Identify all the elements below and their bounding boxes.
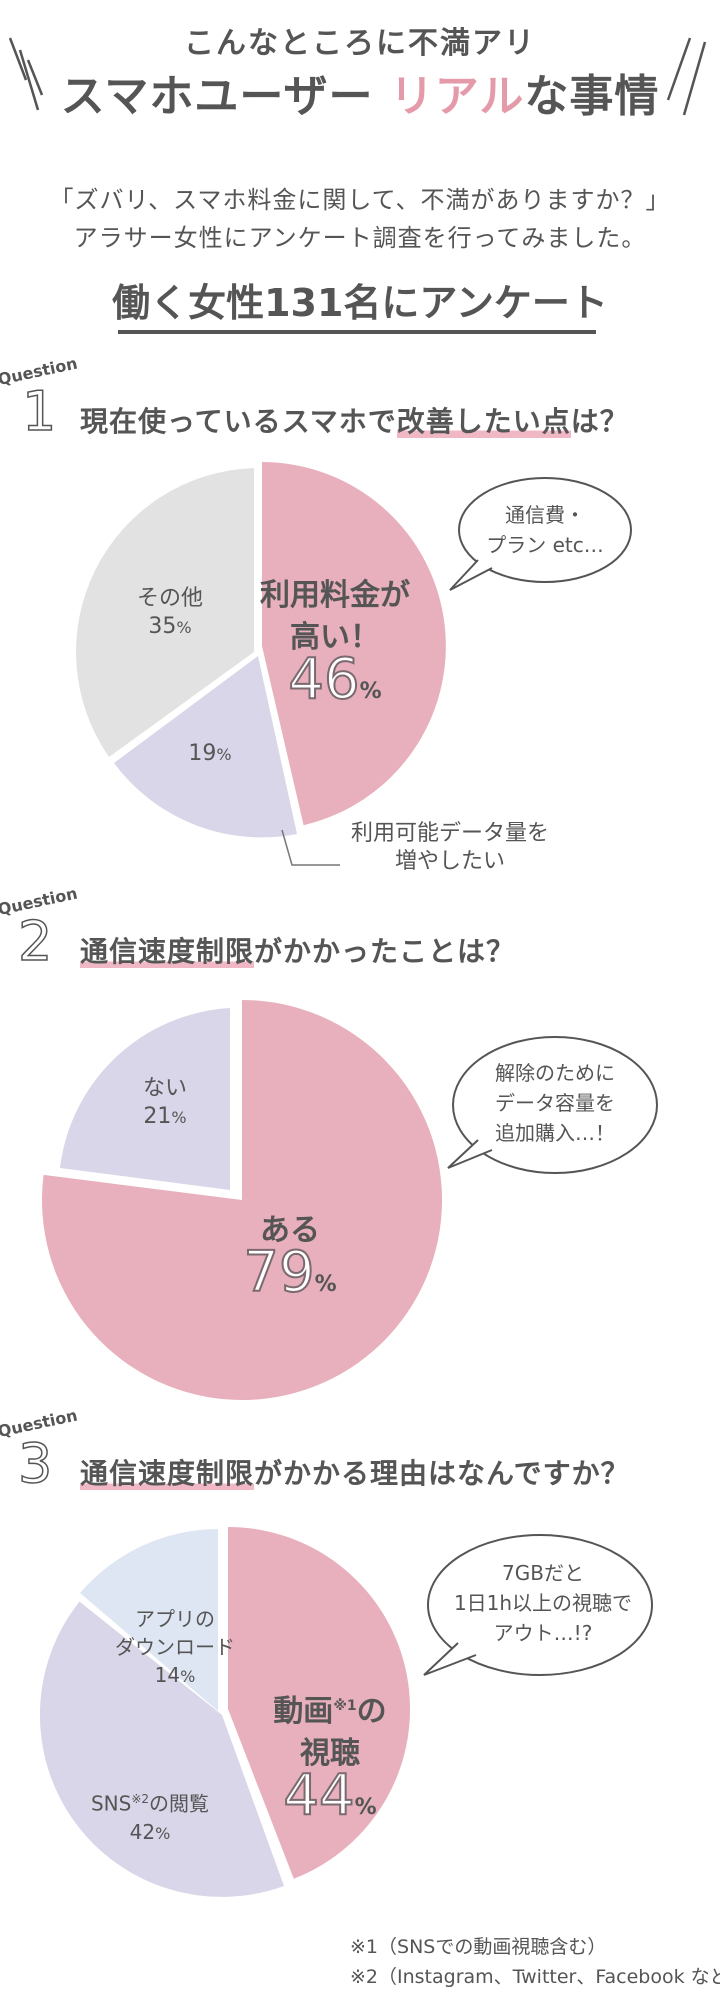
q3-app-value: 14 — [154, 1663, 181, 1687]
q3-sns-name: SNS — [90, 1791, 132, 1816]
header-title-part2: な事情 — [524, 71, 660, 122]
question-1-text: 現在使っているスマホで改善したい点は？ — [80, 400, 629, 440]
q1-bubble — [458, 477, 632, 583]
q1-main-line1: 利用料金が — [260, 578, 410, 613]
q2-no-pct: % — [171, 1108, 187, 1127]
survey-title-underline — [118, 330, 596, 334]
q1-bubble-line1: 通信費・ — [505, 503, 585, 527]
q2-chart — [42, 1000, 658, 1400]
header-subtitle: こんなところに不満アリ — [184, 26, 536, 61]
q3-video-sup: ※1 — [333, 1698, 357, 1714]
q1-data-label: 19% — [170, 740, 250, 769]
q1-slice-data — [114, 656, 297, 838]
footnote-2: ※2（Instagram、Twitter、Facebook など） — [350, 1966, 720, 1988]
q2-bubble-line1: 解除のために — [495, 1061, 615, 1085]
q3-text-after: がかかる理由はなんですか？ — [254, 1457, 630, 1490]
q3-video-line2: 視聴 — [300, 1736, 360, 1771]
q2-text-highlight: 通信速度制限 — [80, 935, 255, 968]
q1-text-after: は？ — [570, 405, 629, 438]
footnote-1: ※1（SNSでの動画視聴含む） — [350, 1936, 607, 1958]
q2-yes-label: ある 79% — [220, 1210, 360, 1306]
q1-text-before: 現在使っているスマホで — [80, 405, 397, 438]
q2-no-value: 21 — [143, 1104, 172, 1129]
q3-sns-name2: の閲覧 — [149, 1791, 210, 1816]
q1-bubble-line2: プラン etc… — [486, 533, 604, 557]
q3-bubble-line1: 7GBだと — [502, 1561, 584, 1585]
q3-slice-app — [80, 1529, 218, 1711]
survey-title: 働く女性131名にアンケート — [112, 281, 608, 325]
q3-sns-sup: ※2 — [131, 1792, 150, 1806]
q3-slice-video — [228, 1527, 411, 1879]
q3-bubble-line2: 1日1h以上の視聴で — [453, 1591, 633, 1615]
q3-video-line1: 動画 — [273, 1694, 334, 1729]
q3-text-highlight: 通信速度制限 — [80, 1457, 255, 1490]
intro-line1: 「ズバリ、スマホ料金に関して、不満がありますか？」 — [49, 186, 671, 214]
q1-callout-line2: 増やしたい — [394, 849, 505, 874]
header-title: スマホユーザー リアルな事情 — [0, 60, 720, 124]
q2-bubble-text: 解除のために データ容量を 追加購入…！ — [455, 1058, 655, 1148]
q2-bubble-line3: 追加購入…！ — [495, 1121, 615, 1145]
decorative-slashes — [8, 37, 707, 116]
q1-other-pct: % — [176, 618, 192, 637]
q1-main-label: 利用料金が 高い！ 46% — [260, 575, 410, 713]
q1-main-pct: % — [359, 679, 382, 704]
q3-sns-value: 42 — [129, 1819, 156, 1844]
q3-slice-sns — [39, 1601, 284, 1897]
q3-video-value: 44 — [282, 1763, 355, 1828]
question-number-1: 1 — [21, 379, 57, 444]
q3-sns-pct: % — [155, 1823, 171, 1843]
q2-no-label: ない 21% — [120, 1075, 210, 1132]
q2-slice-no — [60, 1008, 230, 1190]
q1-slice-other — [76, 468, 254, 757]
intro-line2: アラサー女性にアンケート調査を行ってみました。 — [73, 224, 647, 252]
q3-video-pct: % — [354, 1795, 377, 1820]
q1-other-label: その他 35% — [120, 585, 220, 642]
q3-bubble-text: 7GBだと 1日1h以上の視聴で アウト…!? — [438, 1558, 648, 1648]
header-title-accent: リアル — [389, 71, 525, 122]
q1-callout-line1: 利用可能データ量を — [350, 821, 549, 846]
q1-main-line2: 高い！ — [290, 620, 380, 655]
question-number-3: 3 — [17, 1431, 53, 1496]
q3-app-line1: アプリの — [135, 1607, 215, 1631]
q2-no-name: ない — [142, 1076, 187, 1101]
q1-data-pct: % — [216, 745, 232, 764]
q3-bubble-line3: アウト…!? — [493, 1621, 593, 1645]
q1-data-value: 19 — [188, 741, 217, 766]
q2-bubble — [452, 1036, 658, 1174]
q1-callout-text: 利用可能データ量を 増やしたい — [340, 820, 560, 876]
q3-sns-label: SNS※2の閲覧 42% — [70, 1785, 230, 1848]
header-title-part1: スマホユーザー — [60, 71, 374, 122]
q2-bubble-line2: データ容量を — [495, 1091, 615, 1115]
q1-bubble-text: 通信費・ プラン etc… — [458, 500, 632, 560]
q3-video-line1b: の — [356, 1694, 387, 1729]
q3-app-pct: % — [180, 1667, 196, 1686]
q1-other-name: その他 — [136, 586, 203, 611]
q2-yes-value: 79 — [242, 1240, 315, 1305]
q1-text-highlight: 改善したい点 — [396, 405, 571, 438]
q2-yes-name: ある — [260, 1213, 320, 1248]
q2-yes-pct: % — [314, 1272, 337, 1297]
q2-slice-yes — [42, 1000, 443, 1400]
q1-slice-price — [262, 462, 446, 826]
q3-chart — [39, 1527, 653, 1897]
q1-callout-line — [281, 829, 340, 866]
q1-chart — [76, 462, 632, 866]
question-3-text: 通信速度制限がかかる理由はなんですか？ — [80, 1452, 630, 1492]
question-2-text: 通信速度制限がかかったことは？ — [80, 930, 515, 970]
q3-video-label: 動画※1の 視聴 44% — [245, 1685, 415, 1829]
question-number-2: 2 — [17, 909, 53, 974]
q3-app-line2: ダウンロード — [115, 1635, 235, 1659]
q1-other-value: 35 — [148, 614, 177, 639]
q1-main-value: 46 — [287, 647, 360, 712]
q2-text-after: がかかったことは？ — [254, 935, 516, 968]
q3-bubble — [427, 1534, 653, 1676]
q3-app-label: アプリの ダウンロード 14% — [110, 1605, 240, 1691]
